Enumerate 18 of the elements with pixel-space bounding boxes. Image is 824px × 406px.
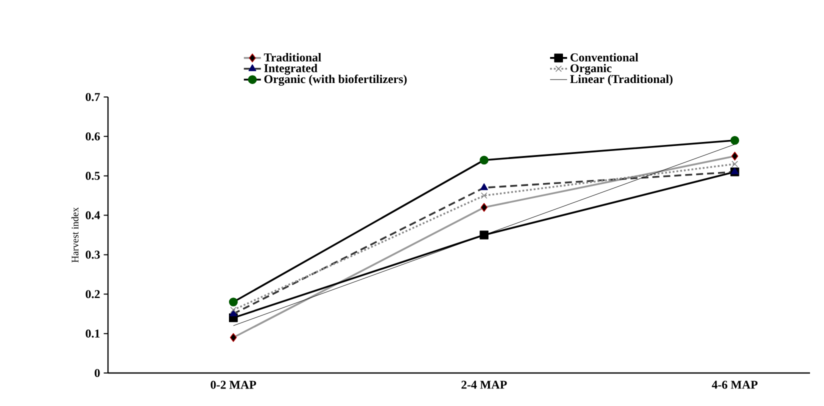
legend-label: Conventional — [570, 53, 638, 62]
y-tick-label: 0.4 — [86, 211, 100, 220]
y-tick-label: 0.6 — [86, 132, 100, 140]
legend-label: Organic (with biofertilizers) — [264, 74, 407, 86]
x-tick-label: 4-6 MAP — [712, 380, 758, 389]
legend-label: Linear (Traditional) — [570, 74, 673, 86]
x-tick-label: 2-4 MAP — [462, 380, 507, 389]
legend-label: Integrated — [264, 64, 318, 75]
y-tick-label: 0.2 — [86, 290, 100, 298]
y-axis-title: Harvest index — [71, 207, 78, 263]
y-tick-label: 0.1 — [86, 330, 100, 338]
y-tick-label: 0.3 — [86, 250, 100, 259]
y-tick-label: 0.7 — [86, 92, 100, 102]
y-tick-label: 0.5 — [86, 172, 100, 180]
legend-label: Organic — [570, 64, 612, 75]
y-tick-label: 0 — [94, 368, 100, 378]
x-tick-label: 0-2 MAP — [210, 380, 256, 389]
legend-label: Traditional — [264, 53, 322, 62]
